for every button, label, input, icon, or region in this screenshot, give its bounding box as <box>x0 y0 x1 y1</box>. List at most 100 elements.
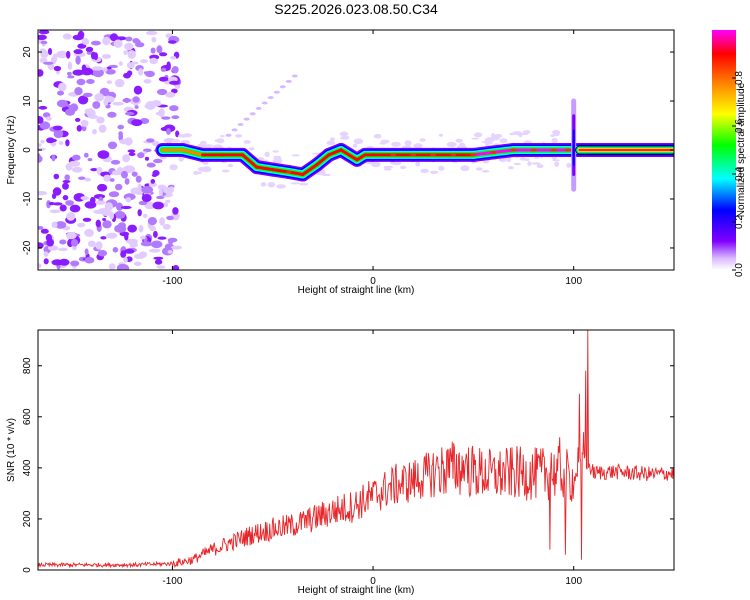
halo-blob <box>554 161 559 167</box>
noise-blob <box>135 175 142 183</box>
noise-blob <box>124 111 135 116</box>
streak-blob <box>231 128 238 132</box>
noise-blob <box>123 265 130 270</box>
noise-blob <box>56 99 68 108</box>
noise-blob <box>157 236 167 240</box>
noise-blob <box>76 125 83 132</box>
ridge-peak <box>490 150 497 154</box>
ridge-peak <box>430 153 437 157</box>
ridge-peak <box>390 153 397 157</box>
noise-blob <box>158 108 165 118</box>
noise-blob <box>83 92 93 98</box>
noise-blob <box>98 124 107 133</box>
halo-blob <box>474 132 483 138</box>
noise-blob <box>118 61 123 66</box>
noise-blob <box>77 43 87 49</box>
noise-blob <box>40 228 49 234</box>
streak-blob <box>237 123 244 126</box>
halo-blob <box>235 134 243 138</box>
halo-blob <box>391 161 402 166</box>
noise-blob <box>133 261 142 267</box>
noise-blob <box>171 115 180 120</box>
halo-blob <box>290 182 300 185</box>
halo-blob <box>169 164 178 171</box>
noise-blob <box>95 200 106 205</box>
noise-blob <box>161 116 171 120</box>
halo-blob <box>221 169 230 173</box>
halo-blob <box>401 145 412 149</box>
halo-blob <box>276 184 286 189</box>
noise-blob <box>43 251 49 257</box>
noise-blob <box>112 247 119 253</box>
noise-blob <box>72 166 83 173</box>
noise-blob <box>140 241 153 247</box>
noise-blob <box>77 222 86 228</box>
noise-blob <box>84 256 95 264</box>
noise-blob <box>129 241 138 248</box>
streak-blob <box>285 79 292 83</box>
noise-blob <box>139 235 146 240</box>
noise-blob <box>108 263 116 270</box>
ridge-segment <box>355 153 367 162</box>
noise-blob <box>100 236 107 240</box>
noise-blob <box>95 241 103 250</box>
ridge-segment <box>315 153 331 167</box>
noise-blob <box>157 88 168 96</box>
noise-blob <box>69 103 79 112</box>
noise-blob <box>91 66 104 71</box>
noise-blob <box>58 141 64 145</box>
noise-blob <box>84 201 97 209</box>
noise-blob <box>172 265 180 270</box>
noise-blob <box>117 81 124 86</box>
noise-blob <box>65 139 70 147</box>
noise-blob <box>138 68 144 76</box>
halo-blob <box>178 156 184 162</box>
colorbar-tick-label: 0.4 <box>734 167 745 181</box>
noise-blob <box>102 67 108 72</box>
noise-blob <box>48 138 57 143</box>
noise-blob <box>166 61 171 71</box>
noise-blob <box>84 228 94 237</box>
halo-blob <box>499 138 508 144</box>
noise-blob <box>114 224 127 233</box>
noise-blob <box>105 69 116 75</box>
snr-plot-area <box>38 330 674 570</box>
noise-blob <box>62 195 69 201</box>
halo-blob <box>260 182 267 187</box>
ridge-segment <box>339 148 351 157</box>
noise-blob <box>52 202 63 206</box>
noise-blob <box>38 191 47 196</box>
halo-blob <box>475 167 483 171</box>
noise-blob <box>165 199 171 203</box>
noise-blob <box>137 209 142 217</box>
noise-blob <box>141 186 154 194</box>
noise-blob <box>101 54 112 59</box>
noise-blob <box>153 256 164 260</box>
noise-blob <box>87 158 93 162</box>
noise-blob <box>59 204 67 212</box>
noise-blob <box>92 68 104 78</box>
halo-blob <box>536 164 544 169</box>
noise-blob <box>121 170 128 179</box>
y-tick-label: 200 <box>22 510 33 527</box>
noise-blob <box>143 148 152 153</box>
noise-blob <box>38 226 44 230</box>
noise-blob <box>169 105 179 112</box>
noise-blob <box>168 186 174 193</box>
noise-blob <box>52 125 63 131</box>
colorbar-tick-label: 0.0 <box>734 263 745 277</box>
y-tick-label: 600 <box>22 408 33 425</box>
halo-blob <box>264 151 270 157</box>
noise-blob <box>51 154 56 162</box>
noise-blob <box>171 66 179 74</box>
snr-frame <box>37 329 675 571</box>
halo-blob <box>197 166 206 172</box>
halo-blob <box>329 137 335 142</box>
streak-blob <box>267 96 274 100</box>
halo-blob <box>248 147 255 151</box>
noise-blob <box>159 217 166 226</box>
halo-blob <box>419 138 426 142</box>
noise-blob <box>122 154 130 163</box>
noise-blob <box>168 238 174 245</box>
